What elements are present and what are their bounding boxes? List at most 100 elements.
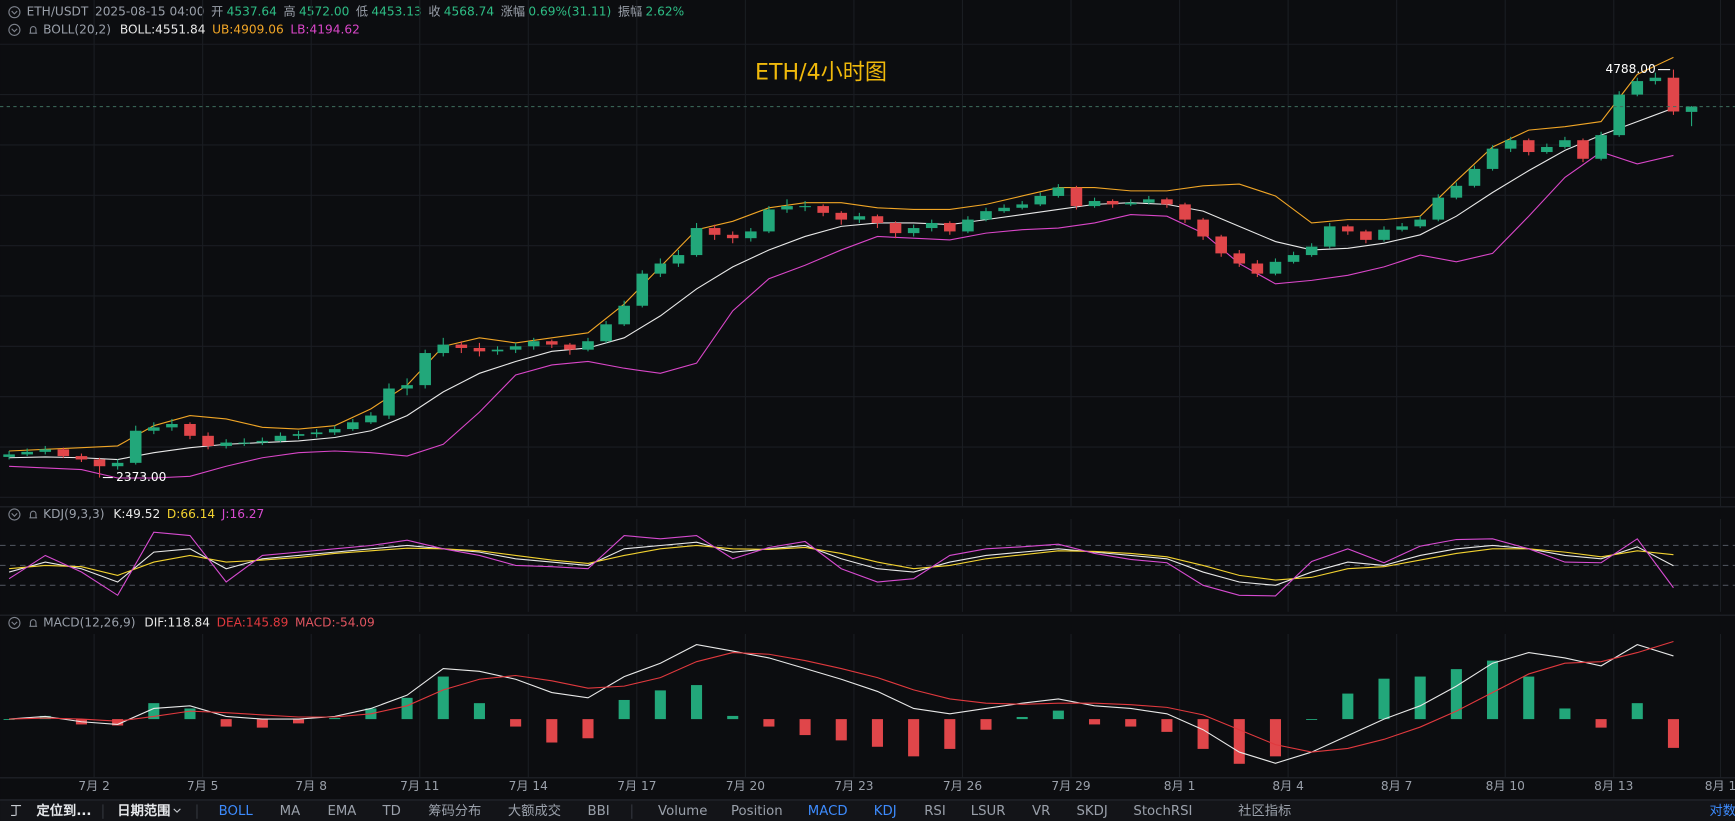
macd-bar <box>401 697 413 720</box>
x-tick-label: 7月 11 <box>400 779 439 793</box>
collapse-icon[interactable] <box>11 28 18 33</box>
candle-body <box>745 231 757 239</box>
macd-bar <box>1233 719 1245 764</box>
candle-body <box>1432 197 1445 220</box>
candle-body <box>527 341 540 347</box>
macd-bar <box>473 703 485 720</box>
collapse-icon[interactable] <box>8 508 21 521</box>
candle-body <box>636 273 649 306</box>
macd-bar <box>437 676 449 720</box>
indicator-line <box>9 151 1674 479</box>
indicator-tab[interactable]: EMA <box>327 804 356 819</box>
indicator-tab[interactable]: MA <box>280 804 301 819</box>
macd-bar <box>1414 676 1426 720</box>
candle-body <box>1595 135 1607 159</box>
legend-entry: LB:4194.62 <box>290 22 359 36</box>
indicator-tab[interactable]: BBI <box>588 804 610 819</box>
chart-title: ETH/4小时图 <box>755 60 887 86</box>
macd-bar <box>1197 719 1209 749</box>
collapse-icon[interactable] <box>11 10 18 15</box>
x-tick-label: 7月 20 <box>726 779 765 793</box>
candle-body <box>1161 199 1173 205</box>
stat-label: 涨幅 <box>501 4 525 19</box>
macd-bar <box>654 690 666 720</box>
indicator-line <box>9 641 1674 753</box>
collapse-icon[interactable] <box>8 23 21 36</box>
candle-body <box>1378 229 1390 240</box>
x-tick-label: 7月 29 <box>1051 779 1090 793</box>
candle-body <box>1577 140 1589 159</box>
candle-body <box>347 422 359 430</box>
alert-icon[interactable] <box>29 26 38 34</box>
macd-bar <box>510 719 522 727</box>
candle-body <box>1215 236 1227 254</box>
stat-value: 4572.00 <box>299 5 349 19</box>
candle-body <box>292 434 305 436</box>
candle-body <box>1197 219 1209 237</box>
legend-entry: MACD:-54.09 <box>295 615 375 629</box>
indicator-tab[interactable]: TD <box>382 804 401 819</box>
collapse-icon[interactable] <box>8 616 21 630</box>
collapse-icon[interactable] <box>8 6 21 19</box>
collapse-icon[interactable] <box>11 513 18 517</box>
alert-icon[interactable] <box>29 510 38 519</box>
candle-body <box>1251 263 1264 274</box>
candle-body <box>690 228 703 256</box>
indicator-tab[interactable]: 大额成交 <box>508 802 561 819</box>
indicator-tab[interactable]: BOLL <box>219 804 254 819</box>
candle-body <box>1070 187 1083 207</box>
candle-body <box>238 442 251 444</box>
indicator-tab[interactable]: StochRSI <box>1133 804 1192 819</box>
candle-body <box>1559 140 1571 147</box>
log-scale-toggle[interactable]: 对数 <box>1710 803 1735 819</box>
stat-label: 开 <box>211 5 223 19</box>
candle-body <box>1305 246 1318 256</box>
stat-value: 4568.74 <box>444 5 495 19</box>
indicator-line <box>9 107 1674 461</box>
macd-bar <box>691 685 703 720</box>
macd-bar <box>1523 676 1535 720</box>
candle-body <box>853 216 866 220</box>
candle-body <box>781 206 793 210</box>
legend-entry: J:16.27 <box>221 507 264 521</box>
alert-icon[interactable] <box>29 619 38 627</box>
indicator-tab[interactable]: VR <box>1032 804 1050 819</box>
candle-body <box>1342 226 1354 232</box>
candle-body <box>166 423 178 428</box>
candle-body <box>1360 231 1372 240</box>
indicator-tab[interactable]: KDJ <box>874 804 897 819</box>
candle-body <box>672 255 685 264</box>
locate-icon[interactable] <box>11 804 22 817</box>
macd-bar <box>582 719 594 739</box>
indicator-name: BOLL(20,2) <box>43 22 111 36</box>
indicator-tab[interactable]: RSI <box>924 804 946 819</box>
indicator-tab[interactable]: 社区指标 <box>1238 803 1291 819</box>
candle-body <box>763 209 775 232</box>
candle-body <box>944 222 956 232</box>
locate-button[interactable]: 定位到... <box>37 802 92 819</box>
macd-bar <box>3 719 15 720</box>
indicator-tab[interactable]: Volume <box>658 804 707 819</box>
candle-body <box>419 353 431 386</box>
macd-bar <box>1306 719 1318 720</box>
indicator-tab[interactable]: Position <box>731 804 783 819</box>
candle-body <box>148 427 160 431</box>
candle-body <box>509 346 522 350</box>
indicator-tab[interactable]: LSUR <box>971 804 1006 819</box>
indicator-tab[interactable]: SKDJ <box>1076 804 1107 819</box>
dropdown-caret[interactable] <box>173 808 181 813</box>
macd-bar <box>329 718 341 720</box>
indicator-tab[interactable]: MACD <box>808 804 848 819</box>
max-label: 4788.00 <box>1605 62 1655 76</box>
macd-bar <box>39 715 51 720</box>
macd-bar <box>1667 719 1679 748</box>
x-tick-label: 7月 5 <box>187 779 218 793</box>
indicator-tab[interactable]: 筹码分布 <box>428 802 481 819</box>
date-range-button[interactable]: 日期范围 <box>117 802 170 819</box>
candle-body <box>1106 201 1119 205</box>
macd-bar <box>799 719 811 736</box>
collapse-icon[interactable] <box>11 621 18 626</box>
candle-body <box>1287 255 1300 262</box>
candle-body <box>491 349 504 352</box>
